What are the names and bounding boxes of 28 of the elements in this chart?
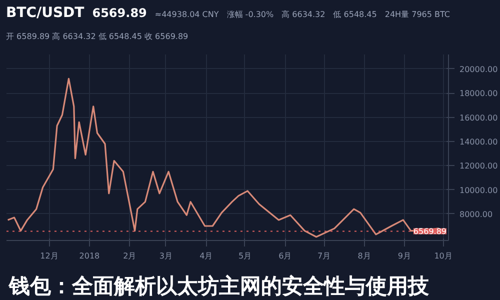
text: ≈44938.04 CNY	[154, 10, 219, 19]
text: 高 6634.32	[282, 10, 326, 19]
x-tick-label: 7月	[318, 252, 331, 260]
text: BTC/USDT	[6, 5, 84, 21]
ref-line-label: 6569.89	[413, 227, 447, 236]
text: 24H量 7965 BTC	[384, 10, 450, 19]
text: 开 6589.89 高 6634.32 低 6548.45 收 6569.89	[6, 32, 188, 41]
x-tick-label: 4月	[200, 252, 213, 260]
x-tick-label: 6月	[278, 252, 292, 260]
x-tick-label: 12月	[40, 252, 58, 260]
x-tick-label: 2月	[123, 252, 136, 260]
y-tick-label: 8000.00	[460, 210, 493, 219]
x-tick-label: 8月	[358, 252, 371, 260]
x-tick-label: 5月	[238, 252, 252, 260]
x-tick-label: 2018	[79, 252, 100, 260]
y-tick-label: 16000.00	[460, 113, 498, 122]
y-tick-label: 12000.00	[460, 162, 498, 171]
x-tick-label: 9月	[398, 252, 411, 260]
y-tick-label: 10000.00	[460, 186, 498, 195]
y-tick-label: 14000.00	[460, 137, 498, 146]
text: 钱包：全面解析以太坊主网的安全性与使用技	[9, 273, 429, 300]
y-tick-label: 20000.00	[460, 64, 498, 74]
text: 6569.89	[92, 6, 147, 20]
x-tick-label: 10月	[434, 252, 452, 260]
x-tick-label: 3月	[159, 252, 172, 260]
text: 低 6548.45	[333, 10, 377, 19]
text: 涨幅 -0.30%	[226, 10, 274, 19]
y-tick-label: 18000.00	[460, 89, 498, 98]
